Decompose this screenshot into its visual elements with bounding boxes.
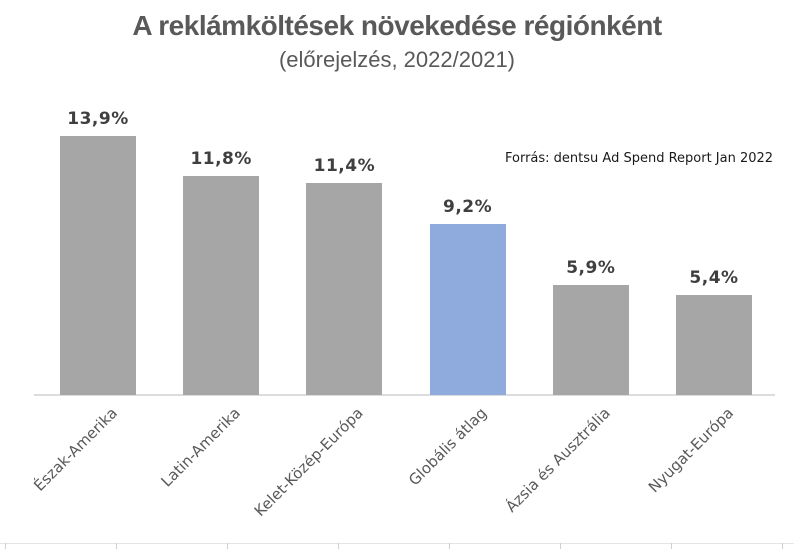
category-label: Latin-Amerika bbox=[157, 404, 244, 491]
category-label: Észak-Amerika bbox=[30, 404, 121, 495]
bar-value-label: 5,4% bbox=[689, 268, 739, 288]
bar-value-label: 11,8% bbox=[190, 149, 252, 169]
bottom-axis-tick bbox=[782, 543, 783, 549]
bar-value-label: 11,4% bbox=[313, 156, 376, 176]
category-label: Kelet-Közép-Európa bbox=[251, 404, 368, 520]
clipped-bottom-axis bbox=[0, 543, 794, 550]
chart-title: A reklámköltések növekedése régiónként bbox=[132, 10, 662, 41]
bottom-axis-tick bbox=[671, 543, 672, 549]
bottom-axis-tick bbox=[560, 543, 561, 549]
source-note: Forrás: dentsu Ad Spend Report Jan 2022 bbox=[505, 151, 774, 166]
bottom-axis-tick bbox=[227, 543, 228, 549]
x-axis-baseline bbox=[34, 394, 775, 396]
bar bbox=[306, 183, 383, 395]
bottom-axis-line bbox=[0, 543, 794, 544]
category-label: Ázsia és Ausztrália bbox=[501, 404, 614, 516]
bottom-axis-tick bbox=[449, 543, 450, 549]
bar-value-label: 13,9% bbox=[67, 109, 129, 129]
bottom-axis-tick bbox=[116, 543, 117, 549]
bar bbox=[183, 176, 260, 395]
bar bbox=[552, 285, 629, 395]
bar bbox=[676, 295, 752, 395]
bar-value-label: 5,9% bbox=[566, 258, 616, 278]
category-label: Globális átlag bbox=[405, 404, 491, 490]
bottom-axis-tick bbox=[338, 543, 339, 549]
category-label: Nyugat-Európa bbox=[644, 404, 737, 497]
bar bbox=[60, 136, 136, 395]
bottom-axis-tick bbox=[5, 543, 6, 549]
chart-subtitle: (előrejelzés, 2022/2021) bbox=[278, 47, 516, 72]
bar-highlighted bbox=[429, 224, 506, 395]
bar-value-label: 9,2% bbox=[443, 197, 493, 217]
